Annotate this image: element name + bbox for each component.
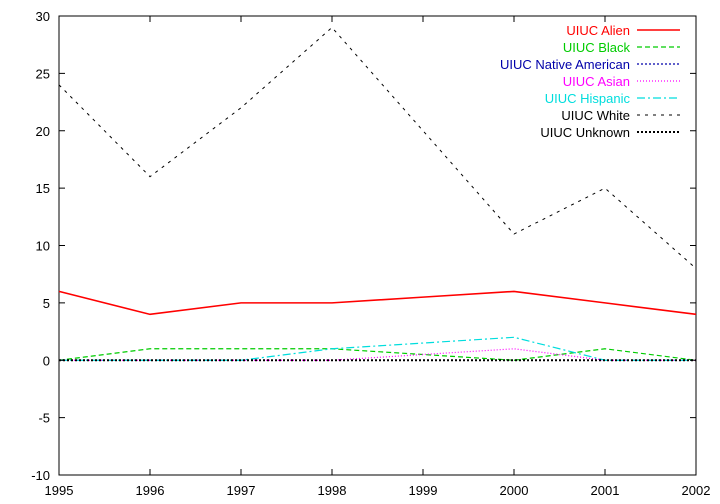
series-line-uiuc-hispanic <box>59 336 696 361</box>
legend-label-uiuc-native-american: UIUC Native American <box>500 57 630 72</box>
y-tick-label: -5 <box>38 411 50 426</box>
series-line-uiuc-asian <box>59 348 696 361</box>
series-layer <box>58 26 697 362</box>
x-tick-label: 2002 <box>682 483 711 498</box>
y-tick-label: 0 <box>43 353 50 368</box>
y-tick-label: 30 <box>36 9 50 24</box>
x-tick-label: 1997 <box>227 483 256 498</box>
series-line-uiuc-alien <box>58 290 697 316</box>
x-tick-label: 1998 <box>318 483 347 498</box>
y-tick-label: 10 <box>36 239 50 254</box>
legend-label-uiuc-white: UIUC White <box>561 108 630 123</box>
x-tick-label: 1995 <box>45 483 74 498</box>
series-line-uiuc-white <box>58 26 697 269</box>
series-line-uiuc-black <box>58 348 697 361</box>
legend: UIUC Alien UIUC Black UIUC Native American… <box>500 23 680 140</box>
y-tick-label: 15 <box>36 181 50 196</box>
y-tick-label: -10 <box>31 468 50 483</box>
y-tick-label: 5 <box>43 296 50 311</box>
y-tick-label: 25 <box>36 66 50 81</box>
x-tick-label: 2000 <box>500 483 529 498</box>
tick-layer: 1995 1996 1997 1998 1999 2000 2001 2002 -10 -5 0 5 1… <box>31 9 710 498</box>
legend-label-uiuc-unknown: UIUC Unknown <box>540 125 630 140</box>
y-tick-label: 20 <box>36 124 50 139</box>
legend-label-uiuc-hispanic: UIUC Hispanic <box>545 91 631 106</box>
legend-label-uiuc-asian: UIUC Asian <box>563 74 630 89</box>
x-tick-label: 1999 <box>409 483 438 498</box>
x-tick-label: 1996 <box>136 483 165 498</box>
legend-label-uiuc-alien: UIUC Alien <box>566 23 630 38</box>
x-tick-label: 2001 <box>591 483 620 498</box>
legend-label-uiuc-black: UIUC Black <box>563 40 631 55</box>
